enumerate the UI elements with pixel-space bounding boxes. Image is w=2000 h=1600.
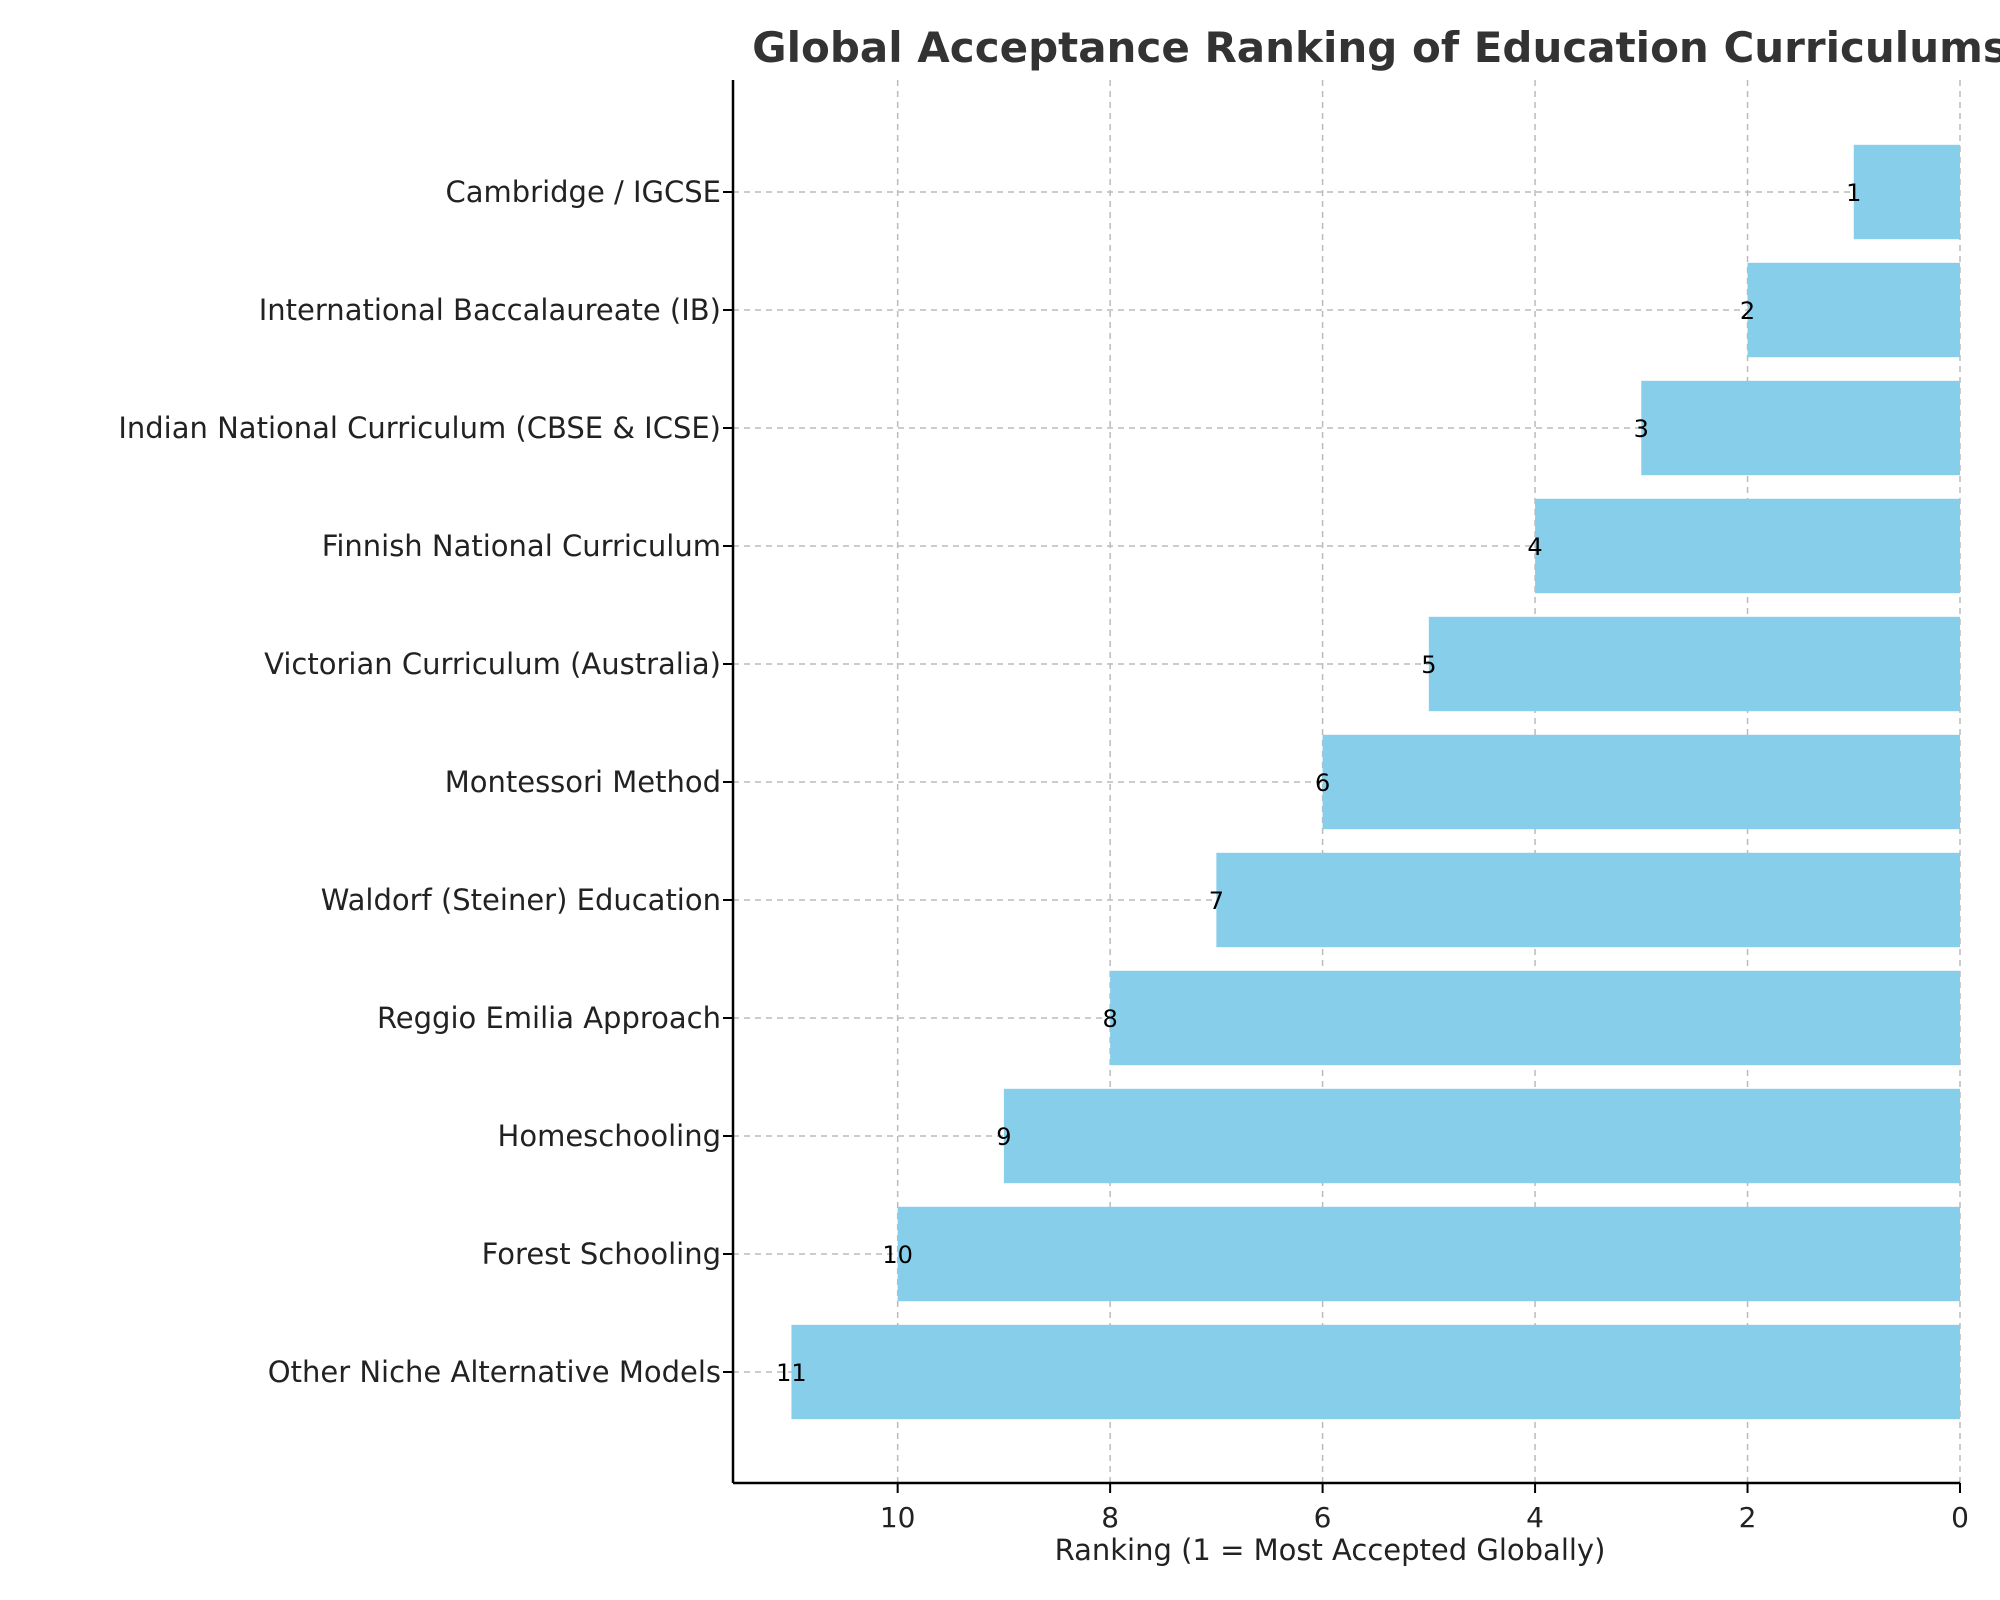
x-tick-label: 0 — [1951, 1501, 1969, 1534]
bar-value-label: 7 — [1209, 887, 1224, 915]
category-label: Waldorf (Steiner) Education — [321, 883, 721, 917]
bar — [1747, 262, 1960, 358]
category-label: International Baccalaureate (IB) — [259, 293, 721, 327]
category-label: Cambridge / IGCSE — [445, 175, 721, 209]
bar-value-label: 1 — [1846, 179, 1861, 207]
x-tick-label: 4 — [1526, 1501, 1544, 1534]
x-tick-label: 8 — [1101, 1501, 1119, 1534]
bar — [1428, 616, 1960, 712]
bar — [1110, 970, 1960, 1066]
bar — [1003, 1088, 1960, 1184]
category-label: Homeschooling — [498, 1119, 721, 1153]
chart-title: Global Acceptance Ranking of Education C… — [752, 23, 2000, 72]
bar-value-label: 5 — [1421, 651, 1436, 679]
bar-value-label: 10 — [882, 1241, 913, 1269]
bar — [1641, 380, 1960, 476]
bar-value-label: 3 — [1634, 415, 1649, 443]
bar-value-label: 6 — [1315, 769, 1330, 797]
bar — [1853, 144, 1960, 240]
bar — [1216, 852, 1960, 948]
category-label: Indian National Curriculum (CBSE & ICSE) — [118, 411, 721, 445]
bar-value-label: 9 — [996, 1123, 1011, 1151]
x-axis-label: Ranking (1 = Most Accepted Globally) — [1055, 1533, 1606, 1567]
category-label: Victorian Curriculum (Australia) — [264, 647, 721, 681]
bar-value-label: 4 — [1527, 533, 1542, 561]
bar — [791, 1324, 1960, 1420]
category-label: Forest Schooling — [482, 1237, 721, 1271]
x-tick-label: 2 — [1739, 1501, 1757, 1534]
bar — [1535, 498, 1960, 594]
category-label: Finnish National Curriculum — [322, 529, 721, 563]
bars — [791, 144, 1960, 1420]
x-tick-label: 6 — [1314, 1501, 1332, 1534]
bar — [1322, 734, 1960, 830]
axes: Cambridge / IGCSE International Baccalaur… — [118, 80, 1969, 1534]
bar — [897, 1206, 1960, 1302]
x-tick-label: 10 — [880, 1501, 916, 1534]
data-labels: 1 2 3 4 5 6 7 8 9 10 11 — [776, 179, 1861, 1387]
bar-value-label: 11 — [776, 1359, 807, 1387]
bar-value-label: 2 — [1740, 297, 1755, 325]
bar-value-label: 8 — [1102, 1005, 1117, 1033]
category-label: Reggio Emilia Approach — [377, 1001, 721, 1035]
category-label: Other Niche Alternative Models — [268, 1355, 721, 1389]
category-label: Montessori Method — [445, 765, 721, 799]
